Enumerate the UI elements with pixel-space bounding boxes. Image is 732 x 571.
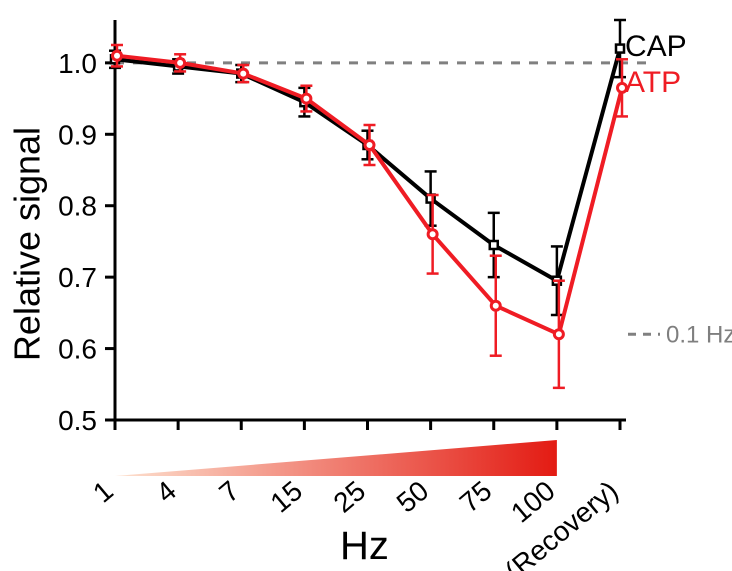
svg-text:0.8: 0.8 — [58, 191, 97, 222]
svg-text:0.5: 0.5 — [58, 405, 97, 436]
svg-text:(Recovery): (Recovery) — [499, 475, 624, 571]
y-axis-label: Relative signal — [6, 126, 48, 360]
x-axis-label: Hz — [340, 524, 389, 569]
svg-text:25: 25 — [328, 475, 372, 519]
svg-text:0.1 Hz: 0.1 Hz — [666, 321, 732, 348]
svg-text:ATP: ATP — [625, 66, 681, 99]
svg-text:15: 15 — [264, 475, 308, 519]
svg-text:50: 50 — [391, 475, 435, 519]
svg-text:7: 7 — [213, 475, 245, 509]
svg-text:75: 75 — [454, 475, 498, 519]
svg-text:CAP: CAP — [625, 30, 687, 63]
chart-container: 0.50.60.70.80.91.014715255075100(Recover… — [0, 0, 732, 571]
svg-text:0.9: 0.9 — [58, 119, 97, 150]
svg-text:1: 1 — [87, 475, 119, 509]
svg-text:0.7: 0.7 — [58, 262, 97, 293]
svg-text:0.6: 0.6 — [58, 334, 97, 365]
svg-text:1.0: 1.0 — [58, 48, 97, 79]
chart-svg: 0.50.60.70.80.91.014715255075100(Recover… — [0, 0, 732, 571]
svg-text:4: 4 — [150, 475, 182, 509]
